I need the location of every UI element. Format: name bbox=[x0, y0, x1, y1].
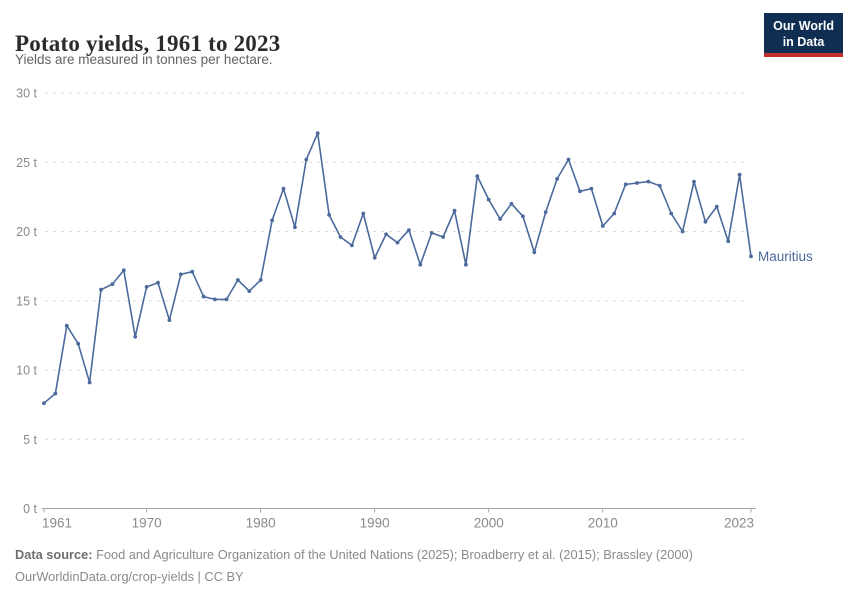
data-point-2008[interactable] bbox=[578, 189, 582, 194]
data-point-1979[interactable] bbox=[247, 289, 252, 293]
data-point-2016[interactable] bbox=[669, 211, 674, 216]
data-source-text: Food and Agriculture Organization of the… bbox=[92, 547, 693, 562]
data-point-1998[interactable] bbox=[464, 262, 468, 267]
data-point-2002[interactable] bbox=[509, 201, 514, 206]
data-point-1966[interactable] bbox=[99, 287, 103, 292]
data-point-2018[interactable] bbox=[692, 179, 696, 184]
data-point-2011[interactable] bbox=[612, 211, 617, 216]
data-point-1987[interactable] bbox=[338, 235, 343, 239]
data-point-1973[interactable] bbox=[178, 272, 183, 277]
data-point-2001[interactable] bbox=[498, 217, 502, 221]
y-tick-label: 30 t bbox=[16, 87, 37, 101]
data-point-1976[interactable] bbox=[213, 297, 217, 302]
x-tick-label: 1970 bbox=[132, 516, 162, 531]
data-point-2004[interactable] bbox=[532, 250, 537, 255]
data-point-1969[interactable] bbox=[133, 334, 138, 339]
data-point-1971[interactable] bbox=[156, 280, 160, 285]
data-point-1981[interactable] bbox=[270, 218, 274, 223]
owid-logo[interactable]: Our World in Data bbox=[764, 13, 843, 57]
data-point-1974[interactable] bbox=[190, 269, 195, 274]
data-point-1989[interactable] bbox=[361, 211, 366, 216]
data-point-2014[interactable] bbox=[646, 179, 651, 184]
data-point-1980[interactable] bbox=[258, 278, 263, 282]
data-point-1982[interactable] bbox=[281, 186, 286, 191]
data-point-1961[interactable] bbox=[42, 401, 46, 406]
data-point-1985[interactable] bbox=[315, 131, 320, 136]
data-point-1978[interactable] bbox=[236, 278, 240, 282]
data-point-1977[interactable] bbox=[224, 297, 229, 302]
data-point-2017[interactable] bbox=[680, 229, 685, 234]
data-point-2006[interactable] bbox=[555, 177, 559, 181]
data-point-1991[interactable] bbox=[384, 232, 388, 237]
y-tick-label: 25 t bbox=[16, 156, 37, 170]
data-point-1983[interactable] bbox=[293, 225, 297, 230]
data-point-1999[interactable] bbox=[475, 174, 480, 179]
data-point-2007[interactable] bbox=[566, 157, 571, 162]
y-tick-label: 5 t bbox=[23, 433, 37, 447]
y-tick-label: 15 t bbox=[16, 294, 37, 308]
chart-footer: Data source: Food and Agriculture Organi… bbox=[15, 544, 815, 589]
data-point-2022[interactable] bbox=[737, 172, 742, 177]
series-label-mauritius[interactable]: Mauritius bbox=[758, 249, 813, 264]
data-point-2009[interactable] bbox=[589, 186, 594, 191]
data-point-1988[interactable] bbox=[350, 243, 354, 248]
data-point-1970[interactable] bbox=[144, 285, 149, 289]
data-point-2005[interactable] bbox=[543, 210, 548, 215]
data-point-1984[interactable] bbox=[304, 157, 309, 162]
y-tick-label: 20 t bbox=[16, 225, 37, 239]
data-point-1964[interactable] bbox=[76, 341, 81, 346]
data-point-1997[interactable] bbox=[452, 208, 457, 213]
y-tick-label: 10 t bbox=[16, 364, 37, 378]
data-point-1972[interactable] bbox=[167, 318, 172, 322]
chart-subtitle: Yields are measured in tonnes per hectar… bbox=[15, 52, 273, 67]
x-tick-label: 1961 bbox=[42, 516, 72, 531]
data-point-1994[interactable] bbox=[418, 262, 423, 267]
data-point-2012[interactable] bbox=[623, 182, 628, 187]
data-point-1962[interactable] bbox=[53, 391, 58, 396]
data-point-1990[interactable] bbox=[372, 255, 377, 260]
y-tick-label: 0 t bbox=[23, 502, 37, 516]
x-tick-label: 2023 bbox=[724, 516, 754, 531]
data-point-2019[interactable] bbox=[703, 219, 708, 224]
data-source-line: Data source: Food and Agriculture Organi… bbox=[15, 544, 815, 566]
license-link[interactable]: OurWorldinData.org/crop-yields | CC BY bbox=[15, 569, 244, 585]
data-source-label: Data source: bbox=[15, 547, 93, 562]
series-line-mauritius[interactable] bbox=[43, 132, 752, 404]
data-point-2020[interactable] bbox=[714, 204, 719, 209]
data-point-2013[interactable] bbox=[635, 181, 639, 185]
data-point-1986[interactable] bbox=[327, 213, 331, 217]
owid-logo-line1: Our World bbox=[773, 19, 834, 33]
data-point-1968[interactable] bbox=[121, 268, 126, 273]
owid-logo-line2: in Data bbox=[782, 35, 825, 49]
x-tick-label: 1990 bbox=[360, 516, 390, 531]
data-point-2010[interactable] bbox=[600, 224, 605, 228]
x-tick-label: 2010 bbox=[588, 516, 618, 531]
data-point-1992[interactable] bbox=[395, 240, 400, 245]
data-point-1975[interactable] bbox=[201, 294, 206, 299]
data-point-1965[interactable] bbox=[87, 380, 92, 385]
data-point-2003[interactable] bbox=[521, 214, 525, 219]
data-point-1996[interactable] bbox=[441, 235, 445, 239]
x-tick-label: 1980 bbox=[246, 516, 276, 531]
data-point-2000[interactable] bbox=[486, 197, 491, 202]
page-title: Potato yields, 1961 to 2023 bbox=[15, 31, 281, 57]
data-point-2021[interactable] bbox=[726, 239, 731, 244]
data-point-1993[interactable] bbox=[407, 228, 411, 233]
data-point-1967[interactable] bbox=[110, 282, 115, 286]
data-point-2015[interactable] bbox=[657, 183, 662, 188]
data-point-1963[interactable] bbox=[64, 323, 69, 328]
x-tick-label: 2000 bbox=[474, 516, 504, 531]
data-point-2023[interactable] bbox=[749, 254, 753, 259]
data-point-1995[interactable] bbox=[429, 231, 434, 235]
